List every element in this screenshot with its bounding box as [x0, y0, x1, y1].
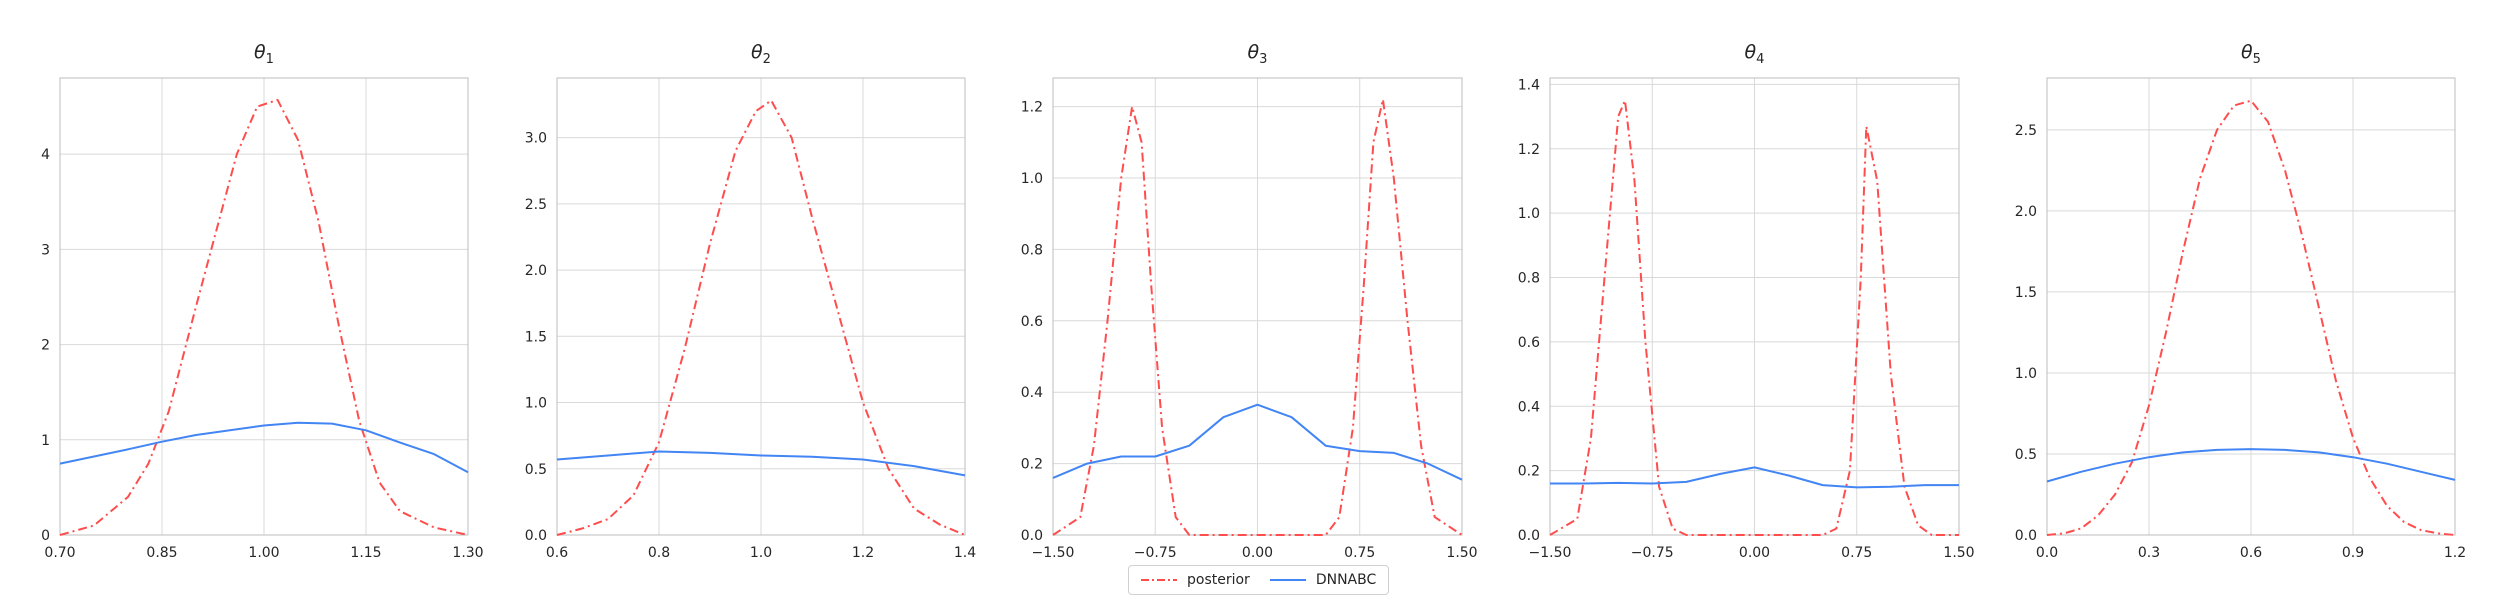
ytick-label-1-0: 0 [41, 528, 50, 544]
ytick-label-2-5: 2.5 [525, 197, 547, 213]
panel-title-2: θ2 [751, 41, 771, 67]
panel-theta-5: 0.0 0.3 0.6 0.9 1.2 0.0 0.5 1.0 1.5 2.0 2.5 θ5 [2015, 41, 2466, 561]
ytick-label-3-2: 0.4 [1021, 385, 1043, 401]
panel-theta-1: 0.70 0.85 1.00 1.15 1.30 0 1 2 3 4 θ1 [41, 41, 484, 561]
xtick-label-1-2: 1.00 [248, 545, 279, 561]
ytick-label-4-2: 0.4 [1518, 399, 1540, 415]
xtick-label-4-3: 0.75 [1841, 545, 1872, 561]
legend-swatch-posterior [1141, 579, 1177, 581]
ytick-label-5-2: 1.0 [2015, 366, 2037, 382]
xtick-label-4-1: −0.75 [1631, 545, 1674, 561]
series-dnnabc-3 [1052, 403, 1463, 481]
xtick-label-5-2: 0.6 [2240, 545, 2262, 561]
panel-theta-2: 0.6 0.8 1.0 1.2 1.4 0.0 0.5 1.0 1.5 2.0 2.5 3.0 θ2 [525, 41, 976, 561]
ytick-label-2-2: 1.0 [525, 396, 547, 412]
xtick-label-5-0: 0.0 [2036, 545, 2058, 561]
legend-entry-dnnabc: DNNABC [1269, 572, 1377, 588]
xtick-label-4-0: −1.50 [1529, 545, 1572, 561]
xtick-label-4-4: 1.50 [1943, 545, 1974, 561]
ytick-label-3-0: 0.0 [1021, 528, 1043, 544]
xtick-label-5-4: 1.2 [2444, 545, 2466, 561]
series-dnnabc-2 [556, 450, 966, 477]
series-posterior-3 [1052, 98, 1463, 536]
xtick-label-4-2: 0.00 [1739, 545, 1770, 561]
ytick-label-3-6: 1.2 [1021, 100, 1043, 116]
legend-label-dnnabc: DNNABC [1315, 572, 1377, 588]
ytick-label-4-4: 0.8 [1518, 271, 1540, 287]
ytick-label-3-1: 0.2 [1021, 457, 1043, 473]
ytick-label-4-5: 1.0 [1518, 206, 1540, 222]
xtick-label-5-1: 0.3 [2138, 545, 2160, 561]
ytick-label-1-4: 4 [41, 147, 50, 163]
series-dnnabc-5 [2046, 448, 2456, 483]
xtick-label-3-4: 1.50 [1446, 545, 1477, 561]
ytick-label-2-0: 0.0 [525, 528, 547, 544]
legend-label-posterior: posterior [1187, 572, 1250, 588]
series-posterior-1 [59, 98, 469, 536]
plot-frame-5 [2046, 77, 2456, 536]
legend-swatch-dnnabc [1269, 579, 1306, 581]
panel-title-3: θ3 [1248, 41, 1268, 67]
xtick-label-3-2: 0.00 [1242, 545, 1273, 561]
xtick-label-1-3: 1.15 [350, 545, 381, 561]
ytick-label-3-4: 0.8 [1021, 242, 1043, 258]
xtick-label-1-1: 0.85 [146, 545, 177, 561]
ytick-label-4-0: 0.0 [1518, 528, 1540, 544]
panel-title-4: θ4 [1745, 41, 1765, 67]
panel-theta-4: −1.50 −0.75 0.00 0.75 1.50 0.0 0.2 0.4 0.6 0.8 1.0… [1518, 41, 1975, 561]
ytick-label-1-3: 3 [41, 242, 50, 258]
xtick-label-3-0: −1.50 [1032, 545, 1075, 561]
xtick-label-1-4: 1.30 [452, 545, 483, 561]
series-posterior-2 [556, 99, 966, 536]
ytick-label-3-3: 0.6 [1021, 314, 1043, 330]
ytick-label-5-0: 0.0 [2015, 528, 2037, 544]
xtick-label-2-1: 0.8 [648, 545, 670, 561]
ytick-label-2-6: 3.0 [525, 131, 547, 147]
ytick-label-5-4: 2.0 [2015, 204, 2037, 220]
ytick-label-2-1: 0.5 [525, 462, 547, 478]
ytick-label-4-1: 0.2 [1518, 464, 1540, 480]
ytick-label-5-3: 1.5 [2015, 285, 2037, 301]
series-dnnabc-4 [1550, 466, 1959, 489]
ytick-label-1-1: 1 [41, 433, 50, 449]
xtick-label-2-4: 1.4 [954, 545, 976, 561]
panel-title-5: θ5 [2241, 41, 2261, 67]
ytick-label-3-5: 1.0 [1021, 171, 1043, 187]
xtick-label-3-1: −0.75 [1134, 545, 1177, 561]
xtick-label-2-3: 1.2 [852, 545, 874, 561]
ytick-label-2-4: 2.0 [525, 263, 547, 279]
series-posterior-4 [1549, 99, 1959, 536]
xtick-label-5-3: 0.9 [2342, 545, 2364, 561]
xtick-label-2-0: 0.6 [546, 545, 568, 561]
ytick-label-5-1: 0.5 [2015, 447, 2037, 463]
plot-frame-4 [1549, 77, 1960, 536]
legend-entry-posterior: posterior [1141, 572, 1250, 588]
panel-theta-3: −1.50 −0.75 0.00 0.75 1.50 0.0 0.2 0.4 0.6 0.8 1.0… [1021, 41, 1478, 561]
ytick-label-2-3: 1.5 [525, 329, 547, 345]
ytick-label-4-7: 1.4 [1518, 77, 1540, 93]
ytick-label-4-3: 0.6 [1518, 335, 1540, 351]
ytick-label-5-5: 2.5 [2015, 123, 2037, 139]
ytick-label-4-6: 1.2 [1518, 142, 1540, 158]
plot-frame-2 [556, 77, 966, 536]
ytick-label-1-2: 2 [41, 338, 50, 354]
panel-title-1: θ1 [254, 41, 274, 67]
xtick-label-1-0: 0.70 [44, 545, 75, 561]
plot-frame-1 [59, 77, 469, 536]
series-dnnabc-1 [59, 421, 469, 474]
legend: posterior DNNABC [1128, 565, 1390, 595]
xtick-label-3-3: 0.75 [1344, 545, 1375, 561]
xtick-label-2-2: 1.0 [750, 545, 772, 561]
series-posterior-5 [2046, 99, 2456, 536]
